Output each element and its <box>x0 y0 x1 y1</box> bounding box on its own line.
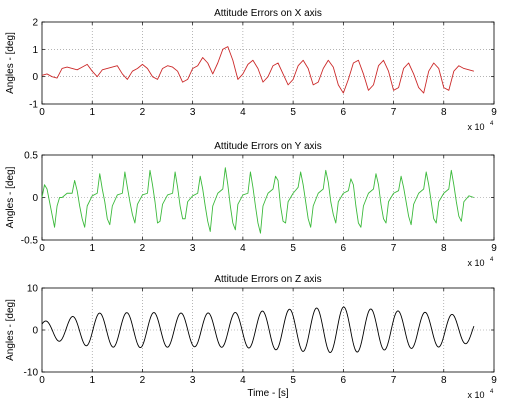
x-tick-label: 5 <box>290 243 296 254</box>
y-tick-label: 1 <box>32 45 38 56</box>
x-tick-label: 1 <box>89 243 95 254</box>
x-tick-label: 4 <box>240 107 246 118</box>
y-axis-label: Angles - [deg] <box>5 299 16 361</box>
series-line-3-1 <box>41 306 475 353</box>
x-tick-label: 0 <box>39 107 45 118</box>
plot-area-1 <box>41 21 495 105</box>
y-axis-label: Angles - [deg] <box>5 166 16 228</box>
y-tick-label: -1 <box>29 100 38 111</box>
x-multiplier-label: x 10 <box>467 390 484 400</box>
x-tick-label: 2 <box>140 375 146 386</box>
x-tick-label: 2 <box>140 243 146 254</box>
x-multiplier-label: x 10 <box>467 258 484 268</box>
y-tick-label: 2 <box>32 18 38 29</box>
y-axis-label: Angles - [deg] <box>5 32 16 94</box>
chart-title: Attitude Errors on X axis <box>214 8 322 19</box>
x-tick-label: 3 <box>190 243 196 254</box>
y-tick-label: -10 <box>24 368 39 379</box>
y-tick-label: 0.5 <box>24 151 38 162</box>
x-tick-label: 4 <box>240 243 246 254</box>
chart-title: Attitude Errors on Y axis <box>214 141 321 152</box>
x-tick-label: 3 <box>190 107 196 118</box>
x-tick-label: 8 <box>441 243 447 254</box>
x-axis-label: Time - [s] <box>247 388 289 399</box>
x-tick-label: 8 <box>441 107 447 118</box>
x-tick-label: 4 <box>240 375 246 386</box>
x-tick-label: 5 <box>290 107 296 118</box>
y-tick-label: 0 <box>32 72 38 83</box>
x-multiplier-exponent: 4 <box>490 121 494 127</box>
x-tick-label: 6 <box>341 107 347 118</box>
x-tick-label: 2 <box>140 107 146 118</box>
y-tick-label: 10 <box>27 284 39 295</box>
x-tick-label: 1 <box>89 375 95 386</box>
y-tick-label: 0 <box>32 193 38 204</box>
x-tick-label: 9 <box>491 243 497 254</box>
x-multiplier-exponent: 4 <box>490 257 494 263</box>
x-multiplier-exponent: 4 <box>490 389 494 395</box>
x-tick-label: 7 <box>391 243 397 254</box>
x-tick-label: 7 <box>391 107 397 118</box>
x-tick-label: 0 <box>39 375 45 386</box>
x-tick-label: 0 <box>39 243 45 254</box>
y-tick-label: -0.5 <box>21 236 39 247</box>
x-tick-label: 9 <box>491 107 497 118</box>
x-multiplier-label: x 10 <box>467 122 484 132</box>
x-tick-label: 6 <box>341 375 347 386</box>
chart-title: Attitude Errors on Z axis <box>214 274 321 285</box>
x-tick-label: 9 <box>491 375 497 386</box>
x-tick-label: 5 <box>290 375 296 386</box>
x-tick-label: 7 <box>391 375 397 386</box>
x-tick-label: 6 <box>341 243 347 254</box>
x-tick-label: 3 <box>190 375 196 386</box>
y-tick-label: 0 <box>32 326 38 337</box>
x-tick-label: 8 <box>441 375 447 386</box>
x-tick-label: 1 <box>89 107 95 118</box>
series-line-1-1 <box>41 46 475 94</box>
series-line-2-1 <box>41 167 475 234</box>
